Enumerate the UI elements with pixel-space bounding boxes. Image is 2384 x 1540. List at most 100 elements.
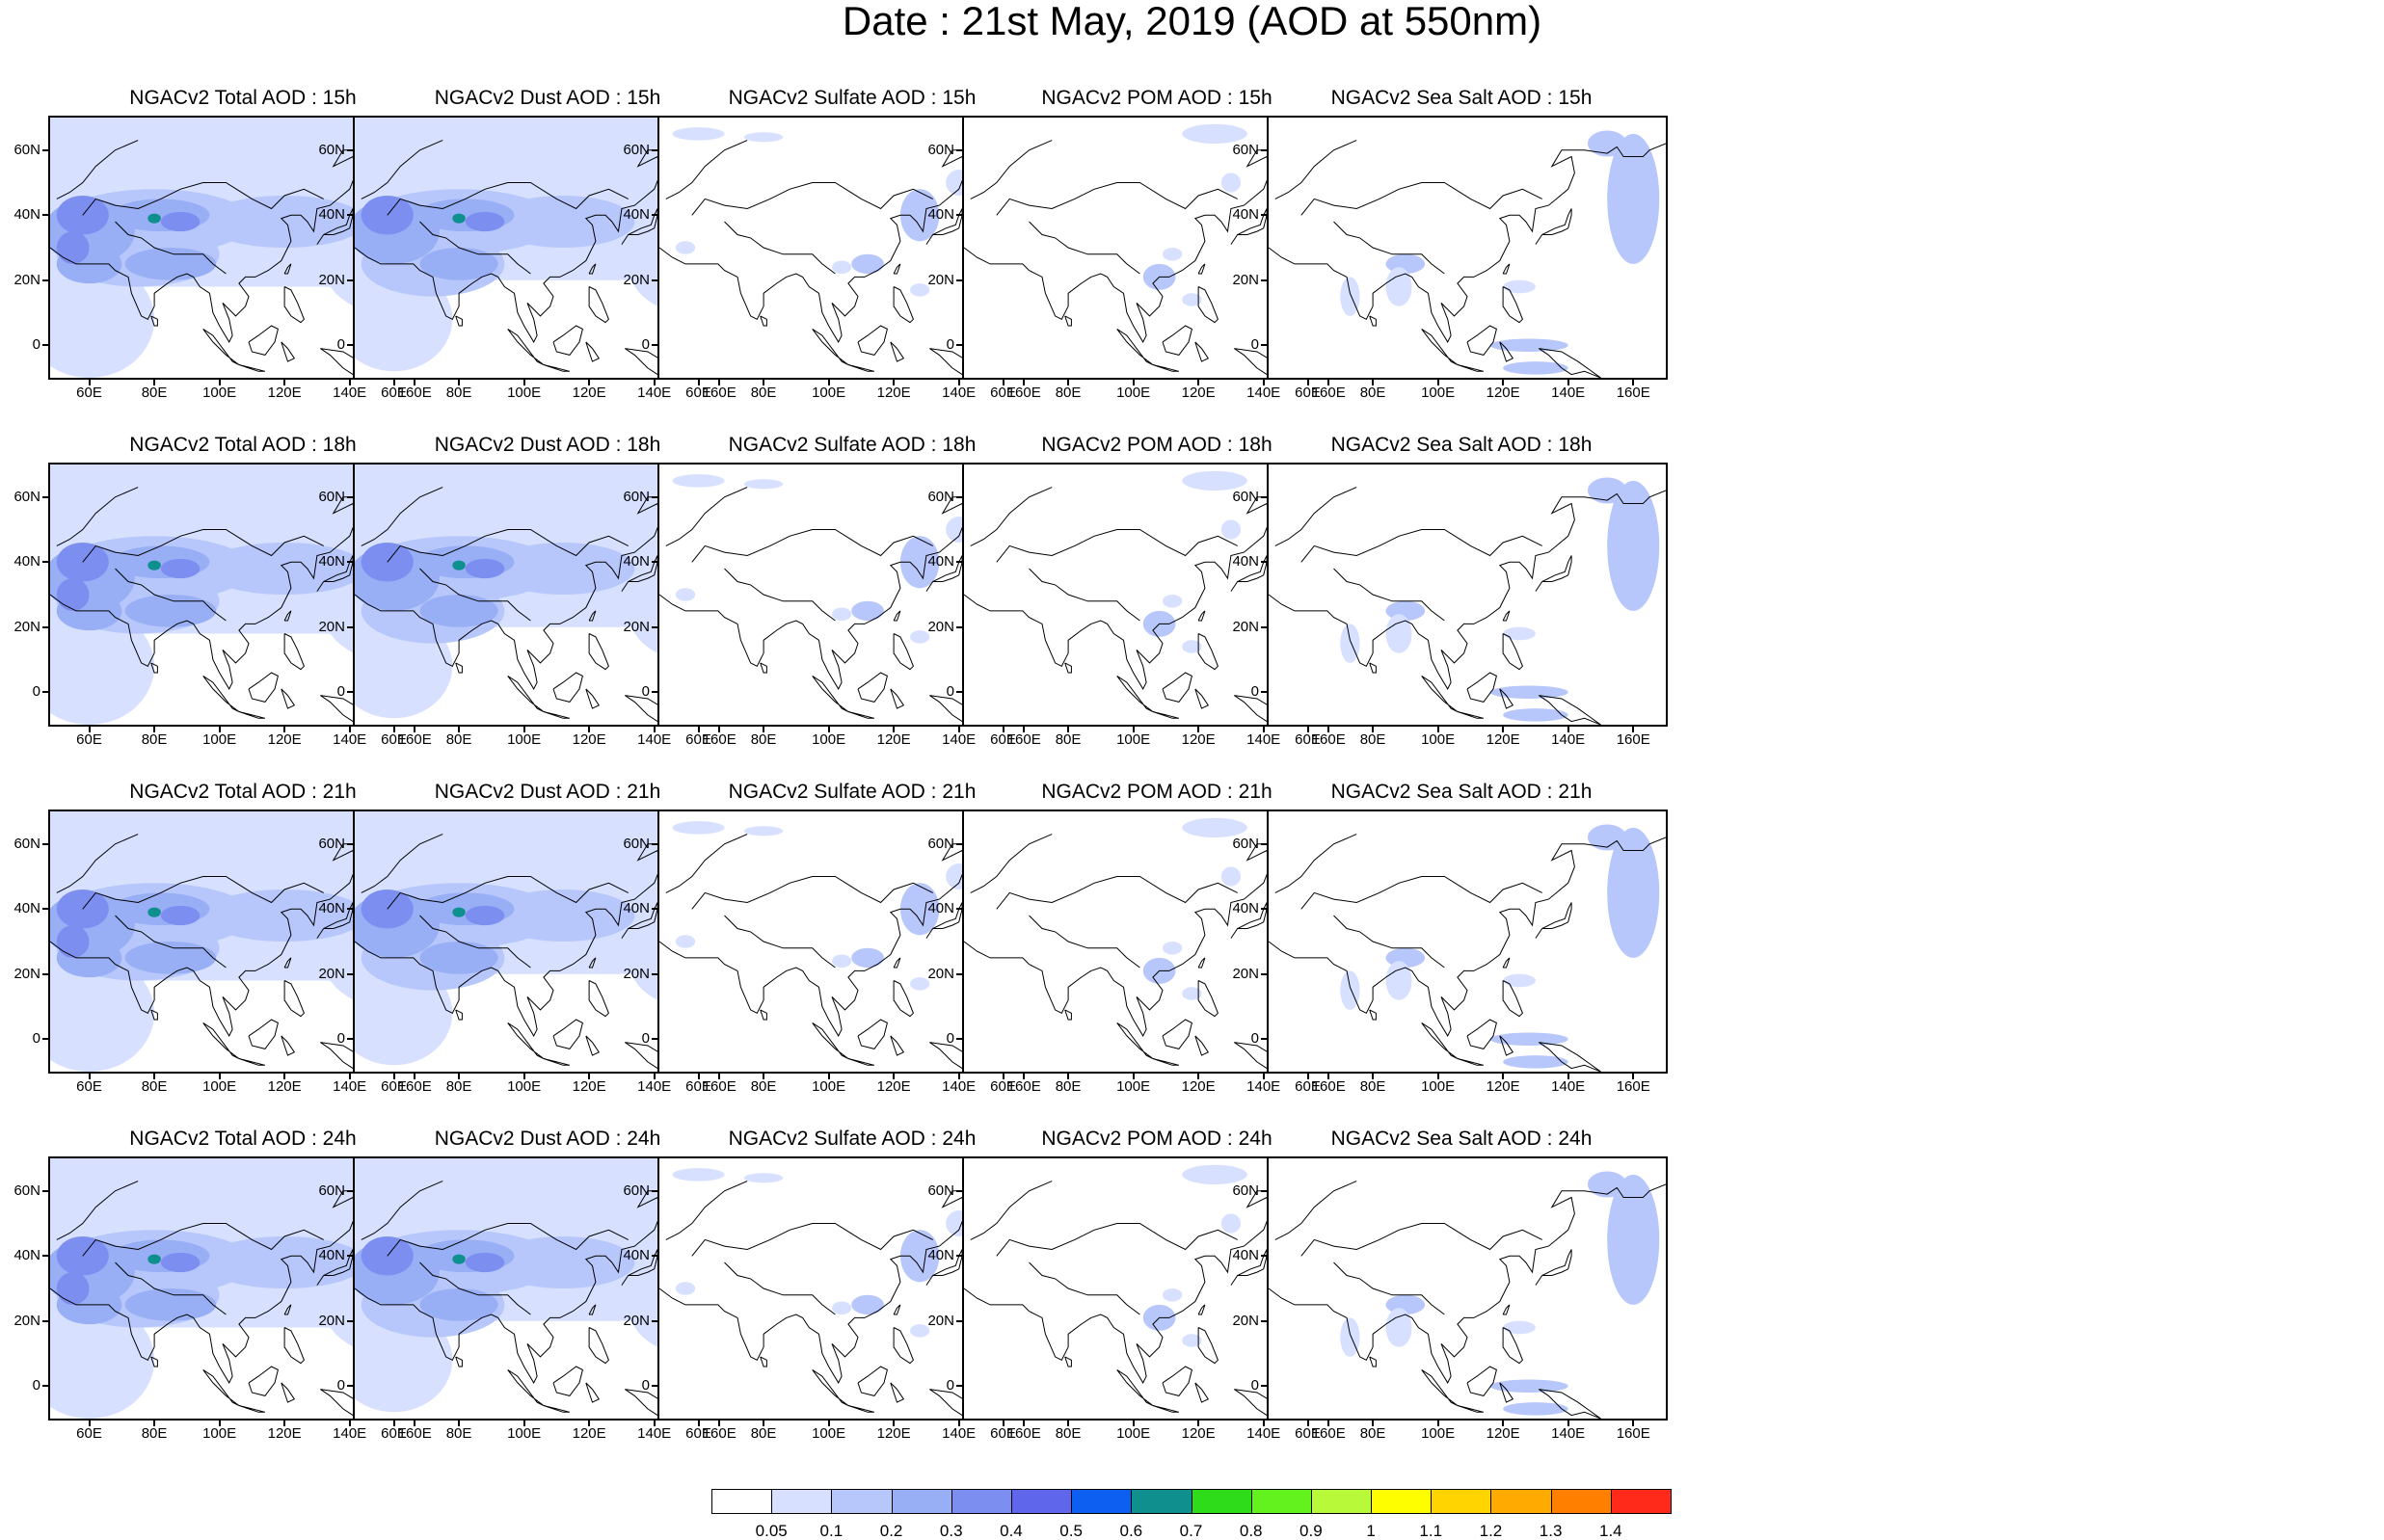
coastline-10	[387, 876, 629, 910]
lon-tick	[1372, 1421, 1375, 1426]
lon-tick	[957, 380, 960, 385]
aod-shading-12	[160, 558, 201, 579]
coastline-5	[847, 1405, 875, 1413]
lon-label: 140E	[637, 1425, 672, 1442]
colorbar-label: 0.6	[1119, 1522, 1143, 1540]
lon-tick	[153, 1074, 156, 1079]
aod-shading-5	[1503, 361, 1568, 375]
coastline-7	[585, 688, 601, 709]
coastline-6	[1466, 1366, 1497, 1396]
coastline-7	[1499, 688, 1514, 709]
colorbar-box	[1550, 1489, 1612, 1514]
aod-shading-6	[910, 1324, 930, 1338]
aod-shading-14	[147, 1254, 161, 1264]
coastline-0	[50, 490, 447, 690]
lat-tick	[956, 1385, 962, 1388]
coastline-4	[507, 328, 545, 365]
lon-label: 140E	[942, 1078, 977, 1095]
lon-tick	[392, 727, 395, 732]
coastline-4	[1421, 675, 1459, 712]
lon-label: 120E	[876, 1078, 911, 1095]
lat-tick	[956, 1038, 962, 1041]
aod-shading-3	[851, 600, 885, 621]
lon-tick	[653, 1074, 656, 1079]
lon-tick	[458, 380, 461, 385]
coastline-4	[507, 675, 545, 712]
lon-label: 80E	[445, 385, 472, 401]
lon-tick	[522, 1074, 525, 1079]
coastline-7	[281, 341, 296, 362]
lat-label: 40N	[927, 206, 954, 224]
lon-label: 140E	[1551, 385, 1586, 401]
lon-label: 140E	[942, 731, 977, 748]
lon-tick	[1327, 727, 1330, 732]
lon-tick	[1372, 727, 1375, 732]
lat-tick	[1261, 1385, 1267, 1388]
coastline-11	[419, 1261, 531, 1315]
lon-tick	[1262, 727, 1265, 732]
lon-label: 160E	[1616, 385, 1650, 401]
lon-tick	[588, 1421, 591, 1426]
lon-tick	[348, 727, 351, 732]
coastline-12	[665, 834, 748, 893]
lat-label: 40N	[318, 553, 345, 571]
lon-label: 140E	[1246, 1078, 1281, 1095]
lat-label: 0	[32, 336, 40, 354]
lon-tick	[218, 1074, 221, 1079]
lon-tick	[522, 1421, 525, 1426]
coastline-6	[248, 325, 279, 356]
aod-shading-3	[1220, 866, 1242, 887]
lat-label: 0	[32, 1030, 40, 1048]
aod-shading-4	[675, 1282, 696, 1295]
lat-label: 20N	[927, 271, 954, 288]
lon-label: 160E	[1616, 1425, 1650, 1442]
lon-tick	[957, 727, 960, 732]
coastline-10	[387, 1223, 629, 1257]
aod-shading-3	[851, 1294, 885, 1314]
coastline-10	[996, 1223, 1238, 1257]
aod-shading-0	[1607, 480, 1660, 611]
coastline-12	[970, 140, 1053, 199]
coastline-6	[1162, 325, 1192, 356]
map-plot	[659, 1168, 1057, 1419]
lon-tick	[653, 380, 656, 385]
coastline-2	[893, 957, 901, 969]
lon-label: 60E	[685, 1425, 711, 1442]
coastline-0	[1269, 1183, 1666, 1384]
lat-label: 0	[946, 1377, 954, 1394]
coastline-8	[1539, 348, 1601, 378]
lat-tick	[1261, 842, 1267, 845]
coastline-11	[1029, 221, 1140, 275]
lat-tick	[652, 495, 657, 498]
aod-shading-1	[1587, 824, 1627, 851]
panel-title: NGACv2 Sulfate AOD : 15h	[728, 87, 977, 109]
coastline-2	[283, 263, 292, 275]
coastline-0	[50, 143, 447, 343]
lat-tick	[652, 1255, 657, 1258]
lon-tick	[1502, 1074, 1505, 1079]
coastline-0	[659, 143, 1057, 343]
aod-shading-5	[1503, 708, 1568, 722]
lon-label: 100E	[202, 1425, 237, 1442]
aod-shading-12	[452, 1254, 466, 1264]
coastline-10	[1300, 529, 1542, 563]
coastline-10	[1300, 182, 1542, 216]
aod-shading-3	[1385, 614, 1412, 653]
lat-tick	[1261, 1255, 1267, 1258]
colorbar-box	[1191, 1489, 1252, 1514]
coastline-10	[691, 529, 933, 563]
lon-tick	[827, 1074, 830, 1079]
coastline-11	[1333, 568, 1445, 622]
lon-label: 120E	[267, 385, 302, 401]
lon-label: 80E	[1359, 385, 1386, 401]
lon-label: 140E	[1246, 1425, 1281, 1442]
lon-label: 60E	[76, 731, 102, 748]
aod-shading-5	[831, 260, 852, 274]
aod-shading-12	[160, 1252, 201, 1273]
coastline-7	[890, 688, 905, 709]
panel-title: NGACv2 Total AOD : 15h	[129, 87, 357, 109]
aod-shading-0	[1182, 470, 1247, 491]
aod-shading-4	[1489, 685, 1568, 699]
lon-label: 140E	[333, 731, 367, 748]
lon-label: 160E	[702, 385, 737, 401]
